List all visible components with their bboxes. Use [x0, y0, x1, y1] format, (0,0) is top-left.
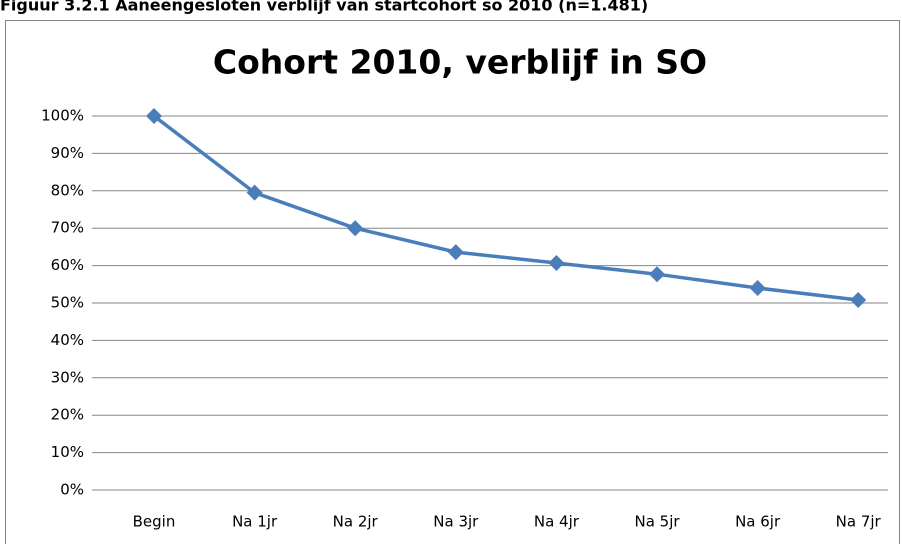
y-tick-label: 100% [41, 107, 84, 125]
data-point [649, 266, 665, 283]
y-tick-label: 50% [51, 294, 84, 312]
data-point [749, 280, 766, 297]
x-tick-label: Na 4jr [534, 513, 580, 531]
y-tick-label: 60% [51, 256, 84, 274]
series-line [152, 114, 859, 302]
x-tick-label: Na 1jr [232, 513, 278, 531]
x-tick-label: Begin [133, 513, 176, 531]
data-point [548, 254, 565, 271]
x-tick-label: Na 2jr [333, 513, 379, 531]
chart-title: Cohort 2010, verblijf in SO [213, 43, 707, 82]
y-tick-label: 10% [51, 443, 84, 461]
y-tick-label: 0% [60, 481, 84, 499]
y-tick-label: 30% [51, 368, 84, 386]
y-tick-label: 40% [51, 331, 84, 349]
y-tick-label: 20% [51, 406, 84, 424]
y-tick-label: 80% [51, 181, 84, 199]
data-point [246, 184, 263, 201]
data-point [447, 244, 464, 261]
chart-border [5, 20, 900, 544]
x-tick-label: Na 3jr [433, 513, 479, 531]
data-point [146, 108, 162, 124]
x-tick-label: Na 7jr [836, 513, 882, 531]
data-point [850, 292, 867, 309]
y-tick-label: 70% [51, 219, 84, 237]
y-tick-label: 90% [51, 144, 84, 162]
data-point [347, 220, 364, 237]
figure-caption: Figuur 3.2.1 Aaneengesloten verblijf van… [0, 0, 648, 15]
x-tick-label: Na 5jr [634, 513, 680, 531]
x-tick-label: Na 6jr [735, 513, 781, 531]
